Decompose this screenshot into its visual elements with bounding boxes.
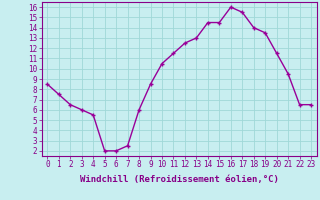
X-axis label: Windchill (Refroidissement éolien,°C): Windchill (Refroidissement éolien,°C): [80, 175, 279, 184]
